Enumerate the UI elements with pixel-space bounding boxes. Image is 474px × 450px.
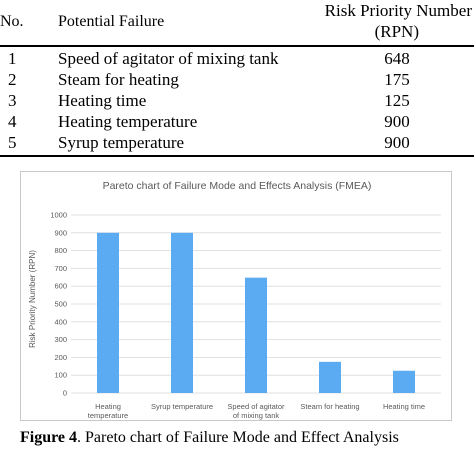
row-rpn: 900 bbox=[384, 112, 410, 131]
row-rpn: 648 bbox=[384, 49, 410, 68]
bar bbox=[245, 277, 267, 393]
table-row: 2 Steam for heating 175 bbox=[0, 69, 474, 90]
x-category-label: Steam for heating bbox=[300, 402, 359, 411]
bars bbox=[97, 232, 415, 393]
bar bbox=[319, 361, 341, 393]
x-category-label: Syrup temperature bbox=[151, 402, 213, 411]
header-rpn: Risk Priority Number bbox=[324, 1, 472, 20]
row-number: 4 bbox=[8, 112, 17, 131]
y-tick-label: 700 bbox=[54, 264, 67, 273]
y-tick-label: 800 bbox=[54, 246, 67, 255]
row-number: 2 bbox=[8, 70, 17, 89]
x-category-labels: Heating temperature Syrup temperature Speed… bbox=[88, 402, 425, 420]
row-number: 5 bbox=[8, 133, 17, 152]
table-row: 1 Speed of agitator of mixing tank 648 bbox=[0, 48, 474, 69]
row-rpn: 175 bbox=[384, 70, 410, 89]
row-rpn: 900 bbox=[384, 133, 410, 152]
row-failure: Syrup temperature bbox=[58, 133, 185, 152]
caption-figure-number: Figure 4 bbox=[20, 429, 78, 446]
table-row: 4 Heating temperature 900 bbox=[0, 111, 474, 132]
caption-text: . Pareto chart of Failure Mode and Effec… bbox=[77, 429, 399, 446]
figure-caption: Figure 4. Pareto chart of Failure Mode a… bbox=[20, 428, 474, 448]
bar bbox=[97, 232, 119, 393]
table-rule-bottom bbox=[0, 155, 474, 157]
pareto-chart-svg: Pareto chart of Failure Mode and Effects… bbox=[28, 180, 441, 420]
header-potential-failure: Potential Failure bbox=[58, 13, 165, 30]
rpn-table: No. Potential Failure Risk Priority Numb… bbox=[0, 0, 474, 158]
row-failure: Heating temperature bbox=[58, 112, 198, 131]
y-tick-label: 600 bbox=[54, 282, 67, 291]
y-tick-label: 200 bbox=[54, 353, 67, 362]
x-category-label: Heating temperature bbox=[88, 402, 128, 420]
row-failure: Steam for heating bbox=[58, 70, 179, 89]
header-rpn-abbrev: (RPN) bbox=[374, 22, 419, 41]
x-category-label: Heating time bbox=[383, 402, 425, 411]
y-tick-label: 400 bbox=[54, 317, 67, 326]
row-failure: Speed of agitator of mixing tank bbox=[58, 49, 279, 68]
row-number: 3 bbox=[8, 91, 17, 110]
y-tick-label: 0 bbox=[63, 389, 67, 398]
y-axis-label: Risk Priority Number (RPN) bbox=[28, 250, 37, 348]
chart-title: Pareto chart of Failure Mode and Effects… bbox=[103, 180, 372, 192]
y-tick-label: 100 bbox=[54, 371, 67, 380]
bar bbox=[393, 370, 415, 393]
pareto-chart: Pareto chart of Failure Mode and Effects… bbox=[20, 171, 452, 421]
y-tick-label: 500 bbox=[54, 300, 67, 309]
table-row: 3 Heating time 125 bbox=[0, 90, 474, 111]
y-tick-label: 300 bbox=[54, 335, 67, 344]
header-no: No. bbox=[0, 13, 24, 30]
table-row: 5 Syrup temperature 900 bbox=[0, 132, 474, 153]
table-rule-top bbox=[0, 45, 474, 47]
y-tick-label: 900 bbox=[54, 228, 67, 237]
y-tick-label: 1000 bbox=[50, 211, 67, 220]
bar bbox=[171, 232, 193, 393]
x-category-label: Speed of agitator of mixing tank bbox=[227, 402, 285, 420]
y-tick-labels: 0 100 200 300 400 500 600 700 800 900 1000 bbox=[50, 211, 67, 398]
row-number: 1 bbox=[8, 49, 17, 68]
row-failure: Heating time bbox=[58, 91, 147, 110]
row-rpn: 125 bbox=[384, 91, 410, 110]
